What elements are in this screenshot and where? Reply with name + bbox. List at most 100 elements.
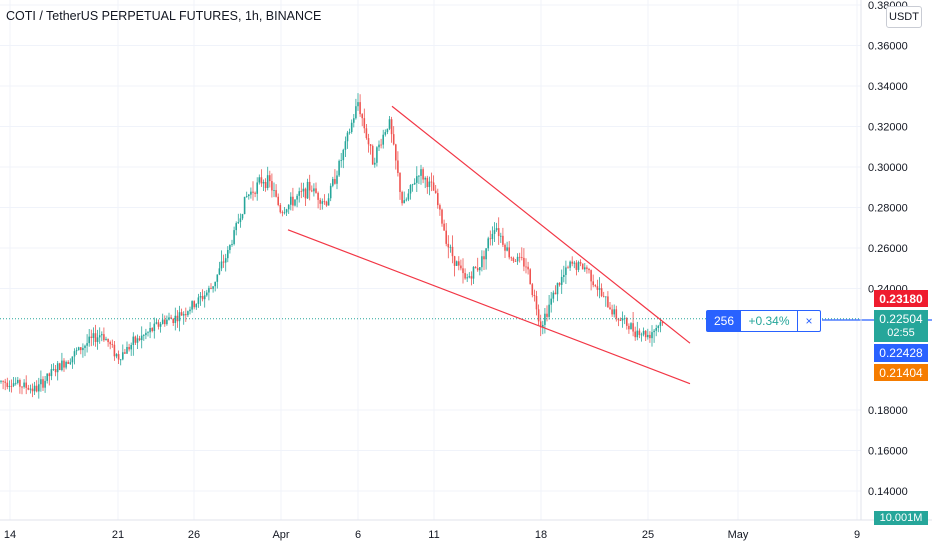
candle-body: [82, 347, 84, 351]
candle-body: [487, 238, 489, 249]
candle-body: [546, 313, 548, 317]
candle-body: [323, 201, 326, 203]
candle-body: [332, 179, 334, 186]
candle-body: [399, 172, 401, 192]
candle-body: [271, 181, 273, 191]
order-change: +0.34%: [748, 314, 790, 328]
currency-selector[interactable]: USDT: [886, 6, 922, 28]
candle-body: [458, 261, 460, 266]
candle-body: [216, 274, 219, 282]
candle-body: [640, 334, 643, 336]
candle-body: [2, 380, 4, 382]
candle-body: [266, 175, 269, 189]
price-tick-label: 0.14000: [868, 486, 908, 498]
candle-body: [75, 350, 78, 352]
candle-body: [413, 182, 416, 185]
candle-body: [619, 320, 622, 321]
candle-body: [122, 352, 124, 360]
candle-body: [193, 301, 195, 308]
candle-body: [254, 192, 256, 194]
candle-body: [10, 385, 13, 387]
candle-body: [628, 325, 630, 330]
candle-body: [311, 190, 313, 192]
horizontal-gridlines: [0, 4, 861, 492]
candle-body: [224, 258, 227, 263]
order-widget[interactable]: 256 +0.34% ×: [706, 310, 821, 332]
candle-body: [23, 382, 25, 387]
candle-body: [218, 268, 221, 275]
candle-body: [657, 325, 660, 329]
candle-body: [0, 380, 2, 382]
candle-body: [44, 380, 46, 388]
candle-body: [222, 261, 225, 263]
candle-body: [359, 102, 361, 115]
candle-body: [54, 369, 57, 373]
candle-body: [521, 257, 523, 259]
candle-body: [130, 344, 132, 350]
candle-body: [308, 181, 311, 191]
candle-body: [46, 373, 48, 381]
candle-body: [313, 188, 315, 192]
candle-body: [424, 177, 426, 180]
candle-body: [258, 177, 261, 183]
candle-body: [581, 263, 584, 270]
candle-body: [598, 288, 601, 290]
candle-body: [531, 284, 534, 295]
candle-body: [17, 379, 19, 383]
candle-body: [552, 292, 555, 299]
candle-body: [117, 354, 120, 360]
symbol-title[interactable]: COTI / TetherUS PERPETUAL FUTURES, 1h, B…: [6, 9, 322, 23]
candle-body: [134, 336, 137, 343]
candle-body: [510, 257, 513, 259]
candle-body: [103, 334, 105, 341]
order-quantity[interactable]: 256: [707, 311, 741, 331]
candle-body: [38, 384, 40, 392]
candle-body: [634, 331, 636, 338]
candle-body: [621, 318, 624, 321]
price-tick-label: 0.36000: [868, 41, 908, 53]
candle-body: [338, 160, 340, 176]
candle-body: [306, 181, 309, 199]
candle-body: [481, 256, 483, 268]
candle-body: [647, 334, 649, 338]
candle-body: [86, 343, 88, 346]
candle-body: [613, 309, 615, 315]
candle-body: [317, 192, 319, 200]
candle-body: [483, 256, 485, 260]
last-price-value: 0.22504: [879, 312, 923, 326]
candle-body: [447, 243, 450, 248]
candle-body: [98, 335, 101, 338]
candle-body: [432, 182, 435, 191]
candle-body: [67, 361, 69, 364]
candle-body: [275, 190, 277, 197]
candle-body: [302, 188, 305, 192]
candle-body: [451, 246, 454, 257]
candle-body: [126, 346, 128, 354]
candle-body: [416, 176, 418, 183]
candle-body: [252, 191, 254, 193]
candle-body: [386, 128, 389, 133]
candle-body: [468, 276, 471, 278]
candle-body: [617, 318, 620, 321]
time-tick-label: 6: [355, 529, 361, 541]
candle-body: [21, 386, 23, 388]
time-tick-label: 11: [428, 529, 439, 541]
close-icon[interactable]: ×: [797, 311, 820, 331]
candle-body: [71, 356, 74, 363]
candle-body: [31, 388, 34, 392]
candle-body: [88, 336, 90, 344]
candle-body: [380, 144, 382, 146]
candle-body: [334, 179, 336, 184]
candle-body: [422, 169, 424, 180]
time-tick-label: 9: [854, 529, 860, 541]
candle-body: [201, 296, 204, 300]
price-tick-label: 0.34000: [868, 81, 908, 93]
candle-body: [462, 268, 464, 274]
candle-body: [409, 185, 412, 194]
candle-body: [325, 201, 328, 206]
candle-body: [279, 204, 282, 213]
candle-body: [273, 190, 275, 191]
candle-body: [210, 287, 212, 289]
price-tick-label: 0.28000: [868, 203, 908, 215]
